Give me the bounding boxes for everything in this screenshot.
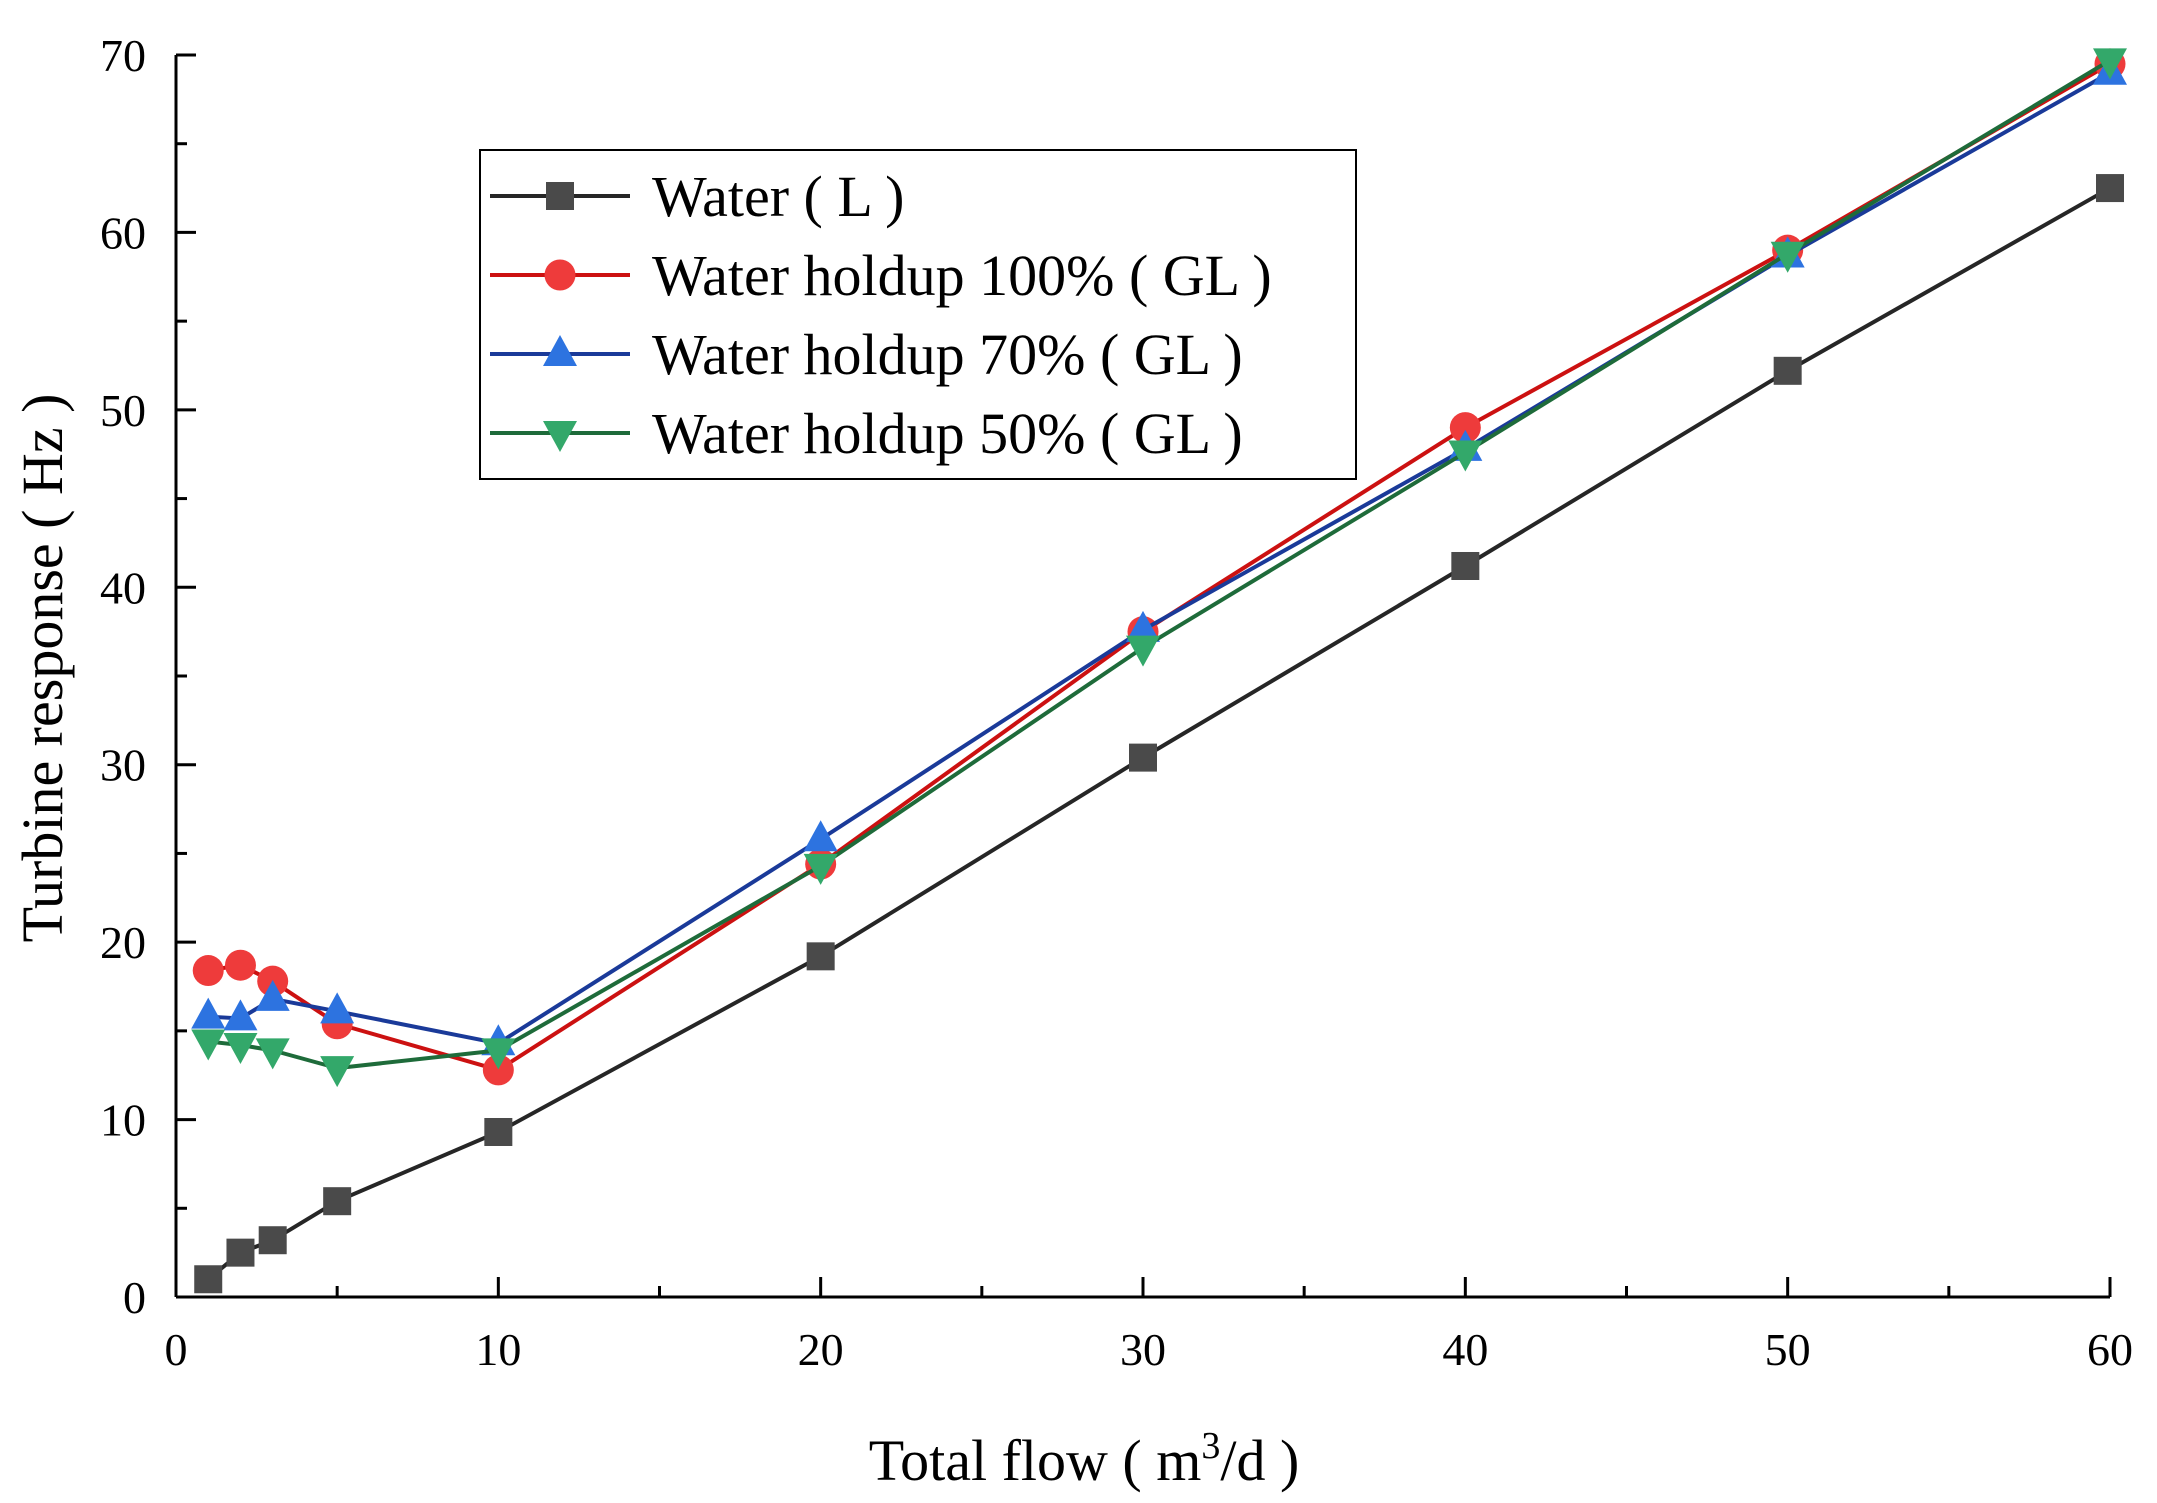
legend-marker (544, 259, 576, 291)
y-tick-label: 60 (100, 207, 146, 258)
data-point (258, 1226, 287, 1255)
x-axis-title: Total flow ( m3/d ) (869, 1425, 1300, 1493)
data-point (1126, 635, 1160, 667)
legend-label: Water holdup 70% ( GL ) (652, 322, 1243, 387)
data-point (223, 1033, 258, 1065)
y-tick-label: 10 (100, 1095, 146, 1146)
legend-label: Water holdup 50% ( GL ) (652, 401, 1243, 466)
data-point (2093, 48, 2127, 80)
y-tick-label: 0 (123, 1272, 146, 1323)
data-point (803, 853, 838, 885)
data-point (192, 955, 224, 987)
x-tick-label: 20 (798, 1324, 844, 1375)
data-point (224, 949, 256, 981)
legend-label: Water holdup 100% ( GL ) (652, 243, 1272, 308)
legend-marker (546, 182, 574, 210)
y-tick-label: 30 (100, 740, 146, 791)
data-point (1770, 241, 1805, 273)
y-tick-label: 70 (100, 30, 146, 81)
y-tick-label: 50 (100, 385, 146, 436)
series-line (208, 58, 2112, 1071)
data-point (484, 1117, 513, 1146)
x-tick-label: 50 (1765, 1324, 1811, 1375)
x-tick-label: 60 (2087, 1324, 2133, 1375)
legend: Water ( L ) Water holdup 100% ( GL ) Water… (479, 149, 1357, 480)
data-point (2096, 174, 2124, 203)
data-point (320, 1056, 355, 1088)
y-tick-label: 40 (100, 562, 146, 613)
data-point (194, 1265, 223, 1294)
x-tick-label: 40 (1442, 1324, 1488, 1375)
data-point (482, 1054, 514, 1086)
axes: 0 10 20 30 40 50 60 0 10 20 30 40 50 60 70 (100, 30, 2133, 1375)
legend-box (479, 149, 1357, 480)
data-point (803, 820, 838, 852)
data-point (1129, 743, 1157, 772)
legend-label: Water ( L ) (652, 164, 904, 229)
data-point (1451, 551, 1480, 580)
data-point (223, 999, 258, 1031)
data-point (191, 997, 226, 1029)
data-point (323, 1187, 352, 1216)
data-point (320, 992, 355, 1024)
x-axis-title-tail: /d ) (1220, 1428, 1299, 1493)
legend-marker (543, 421, 577, 452)
data-point (1448, 440, 1483, 472)
data-point (481, 1038, 516, 1070)
series-0 (194, 174, 2124, 1294)
data-point (255, 979, 290, 1011)
x-tick-label: 10 (475, 1324, 521, 1375)
data-point (806, 942, 835, 971)
data-point (1449, 412, 1481, 444)
x-axis-title-superscript: 3 (1201, 1425, 1220, 1467)
data-point (255, 1038, 290, 1070)
legend-marker (543, 335, 577, 366)
data-point (191, 1029, 226, 1061)
data-point (1126, 610, 1160, 642)
series-3 (191, 48, 2127, 1088)
y-axis-title: Turbine response ( Hz ) (10, 394, 75, 943)
series-line (206, 186, 2111, 1281)
data-point (226, 1238, 255, 1267)
x-tick-label: 30 (1120, 1324, 1166, 1375)
data-point (1773, 356, 1802, 385)
series-line (207, 62, 2112, 1072)
series-layer (191, 48, 2127, 1294)
y-tick-label: 20 (100, 917, 146, 968)
x-axis-title-main: Total flow ( m (869, 1428, 1202, 1493)
x-tick-label: 0 (165, 1324, 188, 1375)
